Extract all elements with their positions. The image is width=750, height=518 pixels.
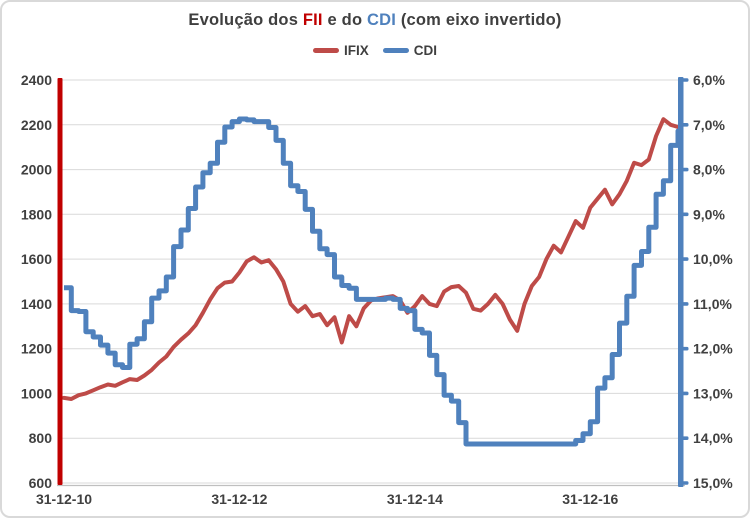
left-axis-tick-label: 1000 [21, 385, 52, 401]
left-axis-tick-label: 2400 [21, 72, 52, 88]
legend-label-cdi: CDI [413, 43, 437, 58]
right-axis-tick-mark [678, 78, 689, 82]
legend-label-ifix: IFIX [343, 43, 369, 58]
right-axis-tick-mark [678, 212, 689, 217]
cdi-line-swatch [382, 48, 409, 53]
right-axis-tick-mark [678, 436, 689, 440]
left-axis-tick-label: 800 [29, 430, 53, 446]
chart-title: Evolução dos FII e do CDI (com eixo inve… [2, 11, 748, 30]
left-axis-tick-label: 1400 [21, 296, 52, 312]
title-seg-0: Evolução dos [188, 11, 303, 29]
right-axis-tick-mark [678, 346, 689, 351]
right-axis-tick-mark [678, 167, 689, 172]
right-axis-tick-mark [678, 481, 689, 485]
legend-item-cdi: CDI [382, 43, 437, 58]
legend-item-ifix: IFIX [312, 43, 369, 58]
left-axis-tick-label: 1800 [21, 206, 52, 222]
right-axis-tick-label: 9,0% [693, 206, 725, 222]
right-axis-tick-label: 15,0% [693, 475, 733, 491]
title-seg-3: CDI [367, 11, 397, 29]
x-axis-tick-label: 31-12-10 [36, 491, 92, 507]
left-axis-line [57, 78, 63, 485]
x-axis-tick-label: 31-12-14 [387, 491, 443, 507]
ifix-line-swatch [312, 48, 339, 53]
left-axis-tick-label: 2200 [21, 117, 52, 133]
right-axis-tick-label: 12,0% [693, 341, 733, 357]
right-axis-tick-mark [678, 391, 689, 396]
right-axis-tick-label: 8,0% [693, 162, 725, 178]
right-axis-tick-label: 14,0% [693, 430, 733, 446]
cdi-line [64, 116, 681, 447]
title-seg-1: FII [302, 11, 323, 29]
right-axis-tick-label: 7,0% [693, 117, 725, 133]
right-axis-line [678, 77, 684, 487]
right-axis-tick-mark [678, 257, 689, 261]
title-seg-4: (com eixo invertido) [396, 11, 562, 29]
x-axis-tick-label: 31-12-12 [211, 491, 267, 507]
left-axis-tick-label: 600 [29, 475, 53, 491]
title-seg-2: e do [322, 11, 368, 29]
right-axis-tick-label: 6,0% [693, 72, 725, 88]
chart-legend: IFIX CDI [2, 43, 748, 58]
x-axis-tick-label: 31-12-16 [562, 491, 618, 507]
left-axis-tick-label: 2000 [21, 162, 52, 178]
left-axis-tick-label: 1200 [21, 341, 52, 357]
right-axis-tick-label: 11,0% [693, 296, 732, 312]
left-axis-tick-label: 1600 [21, 251, 52, 267]
right-axis-tick-label: 13,0% [693, 385, 733, 401]
right-axis-tick-label: 10,0% [693, 251, 733, 267]
right-axis-tick-mark [678, 302, 689, 306]
right-axis-tick-mark [678, 123, 689, 127]
